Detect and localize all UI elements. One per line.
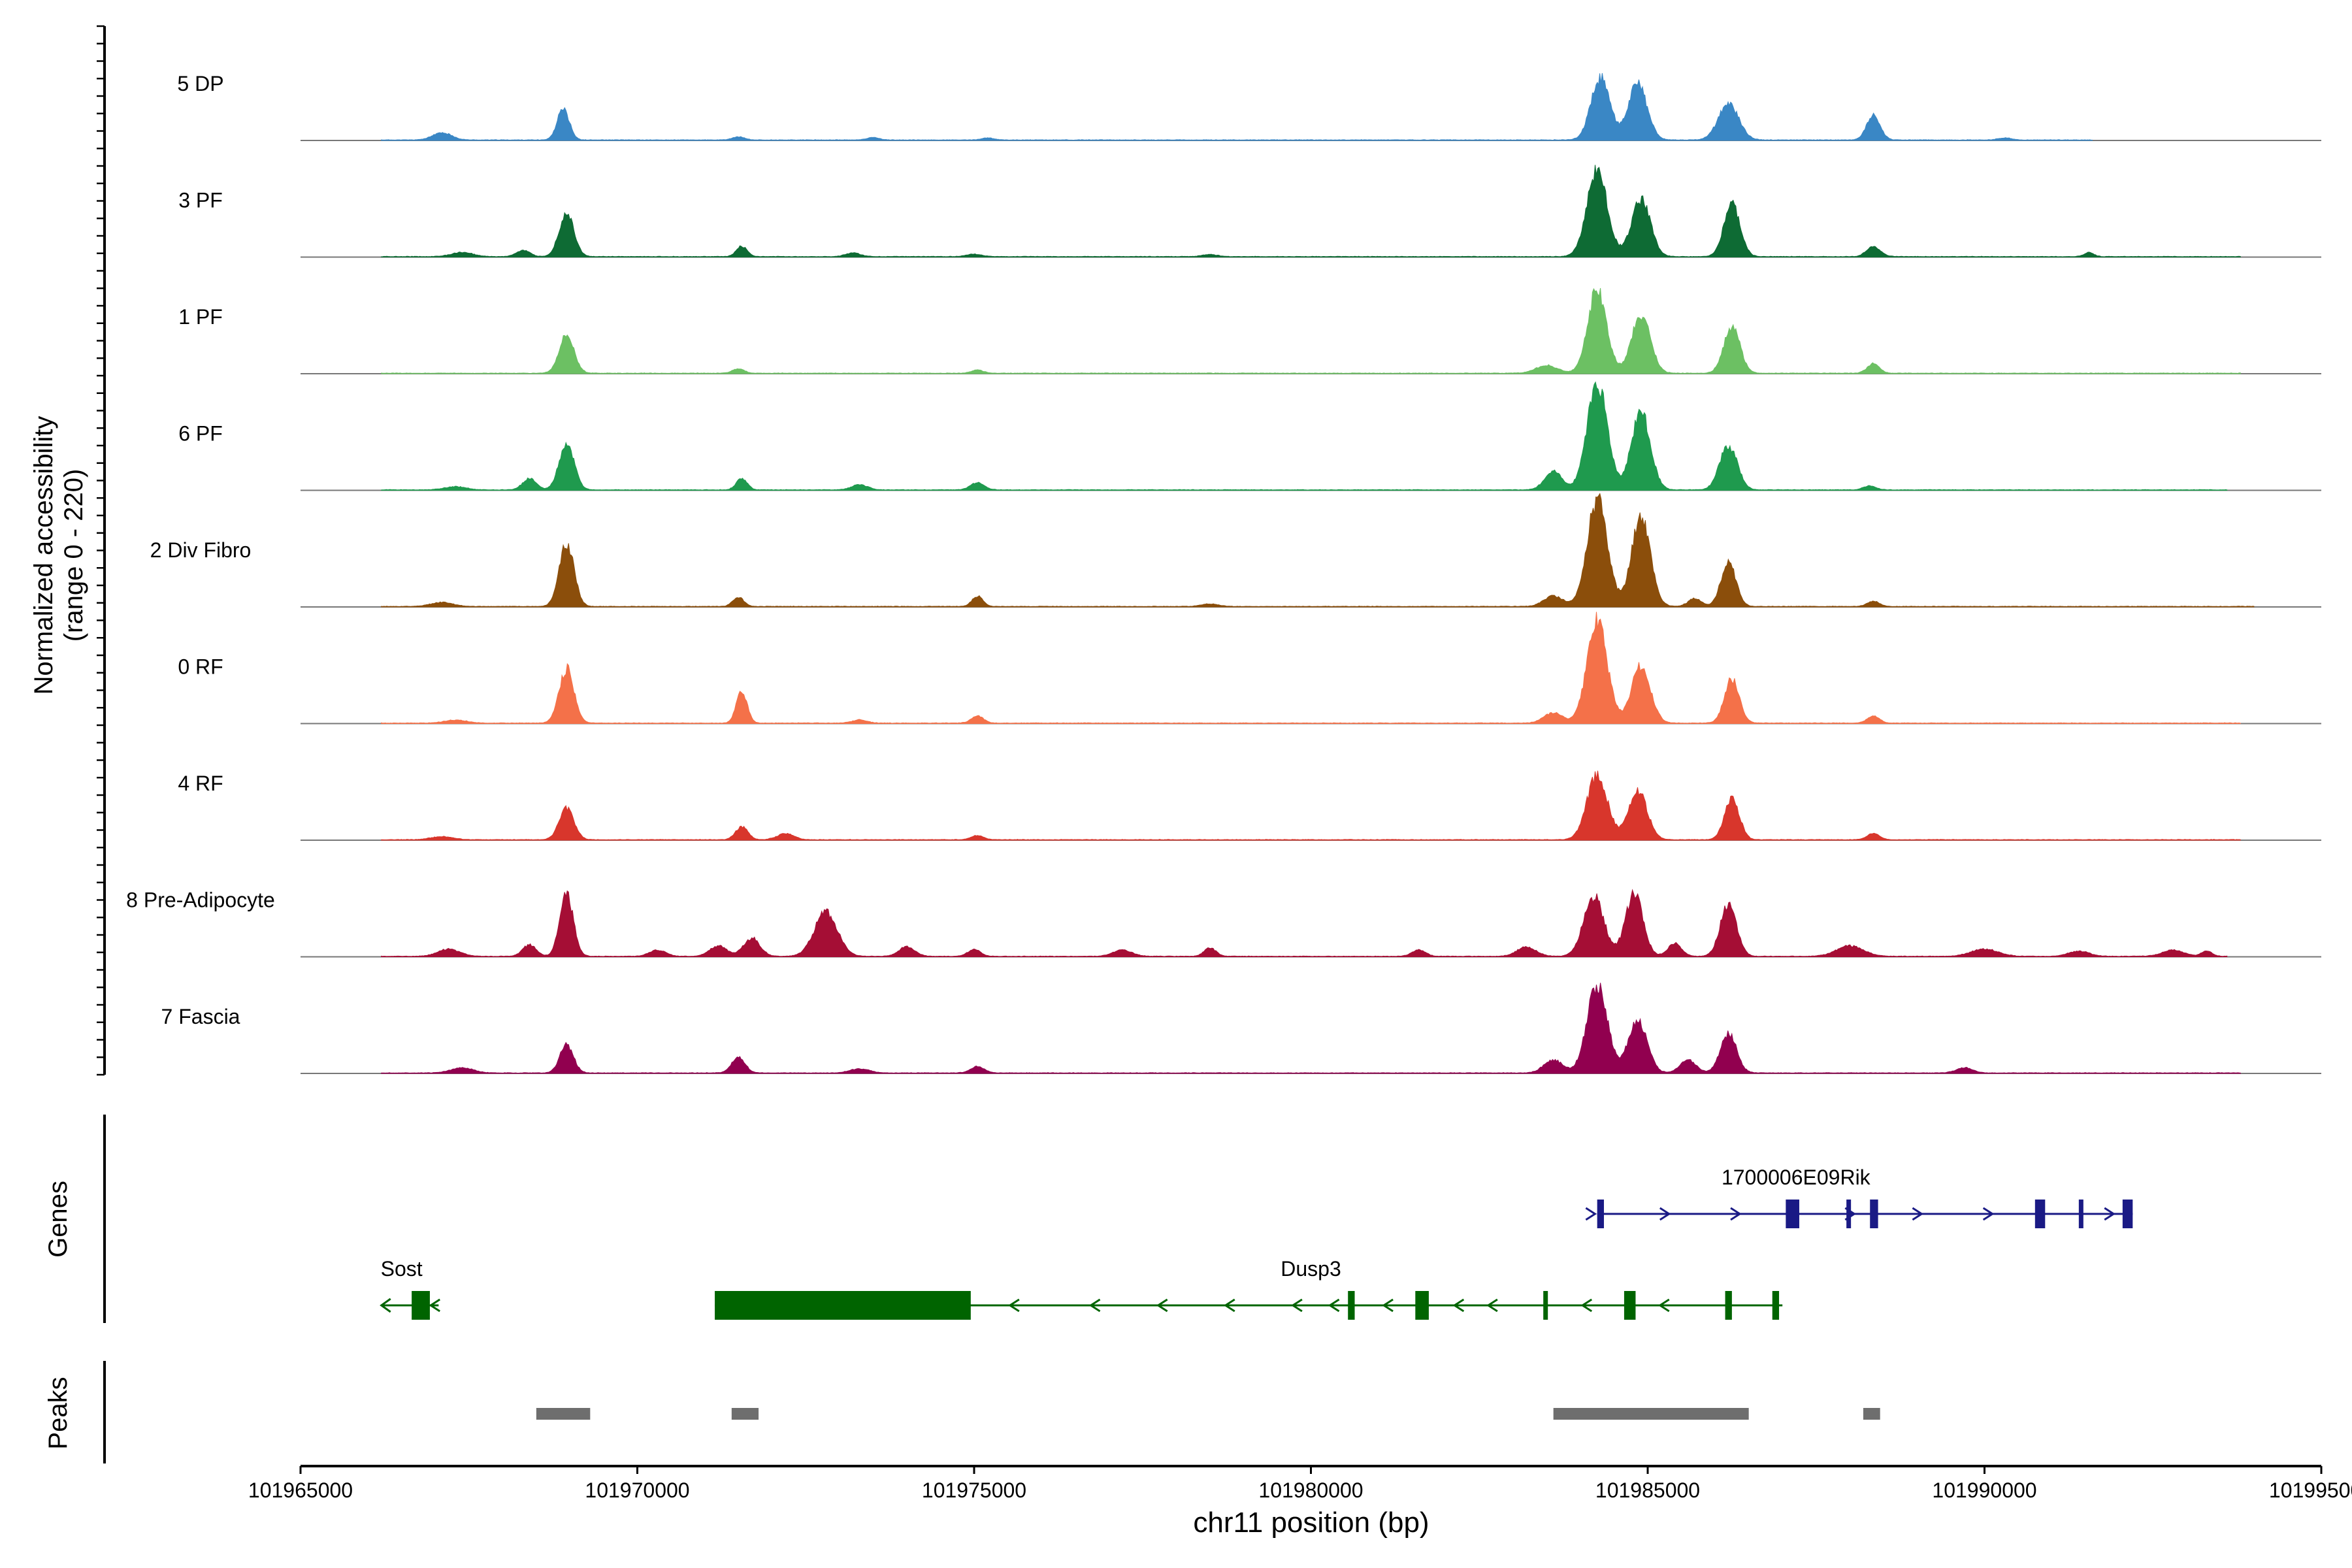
strand-chevron: [1585, 1207, 1597, 1221]
track-label: 7 Fascia: [161, 1005, 240, 1028]
strand-chevron: [1659, 1207, 1671, 1221]
peak-region: [536, 1408, 591, 1420]
track-label: 5 DP: [177, 72, 223, 95]
exon: [2122, 1200, 2133, 1228]
y-axis-title-line1: Normalized accessibility: [29, 416, 58, 695]
gene-label: 1700006E09Rik: [1722, 1166, 1871, 1189]
strand-chevron: [1580, 1298, 1593, 1313]
coverage-y-axis: [97, 25, 106, 1076]
track-label: 3 PF: [178, 189, 223, 212]
x-tick-label: 101970000: [585, 1478, 689, 1502]
track-0-rf: 0 RF: [178, 612, 2321, 725]
y-axis-title-line2: (range 0 - 220): [59, 469, 88, 642]
track-label: 4 RF: [178, 772, 223, 795]
exon: [1725, 1291, 1732, 1320]
track-7-fascia: 7 Fascia: [161, 983, 2321, 1074]
strand-chevron: [1982, 1207, 1995, 1221]
track-8-pre-adipocyte: 8 Pre-Adipocyte: [126, 889, 2321, 958]
strand-arrow: [380, 1298, 391, 1313]
x-tick-label: 101995000: [2269, 1478, 2352, 1502]
track-2-div-fibro: 2 Div Fibro: [150, 493, 2321, 608]
exon: [1348, 1291, 1355, 1320]
track-label: 2 Div Fibro: [150, 538, 252, 562]
strand-chevron: [1658, 1298, 1670, 1313]
x-tick-label: 101975000: [922, 1478, 1026, 1502]
gene-label: Dusp3: [1281, 1257, 1341, 1281]
x-tick-label: 101990000: [1932, 1478, 2036, 1502]
coverage-area: [381, 381, 2228, 491]
gene-sost: Sost: [380, 1257, 441, 1320]
gene-1700006e09rik: 1700006E09Rik: [1585, 1166, 2133, 1228]
coverage-area: [381, 165, 2241, 257]
peak-region: [1863, 1408, 1880, 1420]
exon: [1415, 1291, 1429, 1320]
coverage-area: [381, 493, 2255, 608]
genes-axis-label: Genes: [44, 1181, 73, 1258]
strand-chevron: [1156, 1298, 1168, 1313]
strand-chevron: [1328, 1298, 1340, 1313]
track-5-dp: 5 DP: [177, 72, 2321, 141]
track-label: 1 PF: [178, 305, 223, 329]
gene-label: Sost: [381, 1257, 423, 1281]
strand-chevron: [1730, 1207, 1742, 1221]
exon: [1597, 1200, 1604, 1228]
peak-region: [731, 1408, 759, 1420]
x-tick-label: 101985000: [1595, 1478, 1700, 1502]
exon: [1870, 1200, 1878, 1228]
strand-chevron: [1291, 1298, 1303, 1313]
x-tick-label: 101965000: [248, 1478, 353, 1502]
x-tick-label: 101980000: [1258, 1478, 1363, 1502]
exon: [1624, 1291, 1636, 1320]
strand-chevron: [1088, 1298, 1101, 1313]
coverage-area: [381, 983, 2241, 1074]
strand-chevron: [1008, 1298, 1020, 1313]
x-axis: 101965000 101970000 101975000 101980000 1019…: [248, 1465, 2352, 1502]
peak-region: [1553, 1408, 1749, 1420]
strand-chevron: [1382, 1298, 1394, 1313]
coverage-area: [381, 612, 2241, 724]
exon: [715, 1291, 971, 1320]
strand-chevron: [429, 1298, 441, 1313]
exon: [1772, 1291, 1780, 1320]
y-axis-title: Normalized accessibility (range 0 - 220): [29, 416, 88, 695]
track-label: 0 RF: [178, 655, 223, 679]
coverage-area: [381, 889, 2228, 957]
exon: [2078, 1200, 2083, 1228]
coverage-area: [381, 287, 2241, 374]
track-3-pf: 3 PF: [178, 165, 2321, 258]
exon: [1846, 1200, 1852, 1228]
exon: [1786, 1200, 1799, 1228]
peaks-axis-label: Peaks: [44, 1377, 73, 1449]
strand-chevron: [1912, 1207, 1924, 1221]
strand-chevron: [1486, 1298, 1498, 1313]
exon: [1543, 1291, 1548, 1320]
exon: [2034, 1200, 2046, 1228]
track-label: 8 Pre-Adipocyte: [126, 889, 275, 912]
coverage-area: [381, 770, 2241, 841]
x-axis-title: chr11 position (bp): [1193, 1507, 1429, 1539]
track-1-pf: 1 PF: [178, 287, 2321, 374]
strand-chevron: [1224, 1298, 1235, 1313]
coverage-area: [381, 73, 2093, 141]
peak-regions: [536, 1408, 1880, 1420]
coverage-tracks: 5 DP 3 PF 1 PF 6 PF 2 Div Fibro 0 RF 4 RF 8 Pre…: [126, 72, 2321, 1074]
track-4-rf: 4 RF: [178, 770, 2321, 841]
track-label: 6 PF: [178, 422, 223, 446]
strand-chevron: [1452, 1298, 1465, 1313]
strand-chevron: [2104, 1207, 2116, 1221]
gene-annotations: 1700006E09Rik Sost Dusp3: [380, 1166, 2133, 1320]
track-6-pf: 6 PF: [178, 381, 2321, 491]
gene-dusp3: Dusp3: [715, 1257, 1783, 1320]
exon: [412, 1291, 430, 1320]
strand-chevron: [1844, 1207, 1857, 1221]
